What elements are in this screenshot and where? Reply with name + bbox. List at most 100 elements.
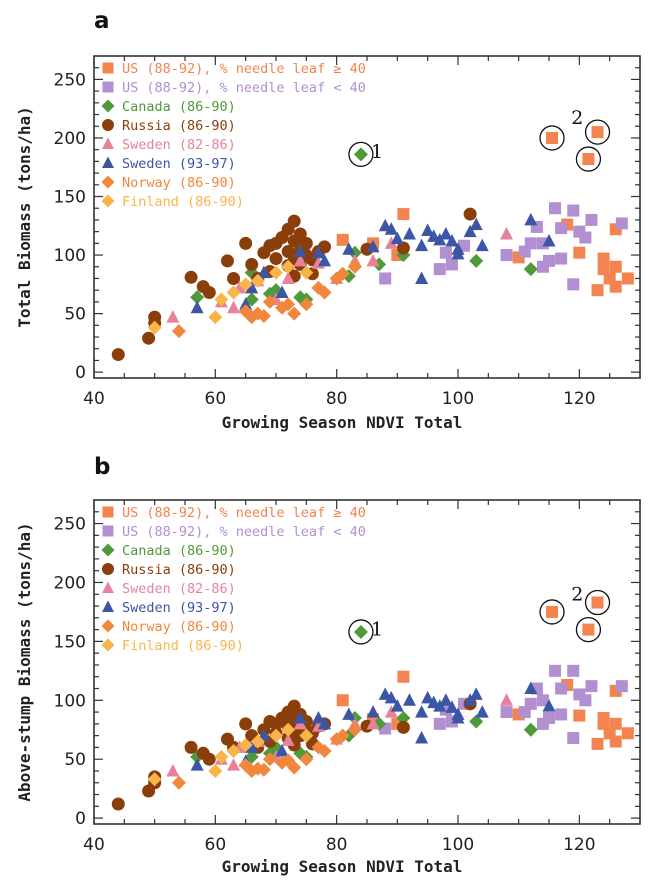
panel-a: a 40 60 80 100 120 0 50 100 150 200 250 Growing Seas… bbox=[15, 8, 641, 432]
data-point bbox=[396, 710, 411, 725]
annotation-circle bbox=[584, 119, 611, 145]
x-tick-label: 40 bbox=[83, 389, 105, 409]
data-point bbox=[239, 297, 253, 310]
data-point bbox=[546, 605, 559, 618]
x-axis-title: Growing Season NDVI Total bbox=[222, 857, 463, 876]
data-point bbox=[500, 693, 514, 706]
data-point bbox=[591, 596, 604, 609]
data-point bbox=[415, 271, 429, 284]
data-point bbox=[257, 265, 271, 279]
data-point bbox=[269, 265, 283, 280]
data-point bbox=[226, 285, 241, 300]
data-point bbox=[342, 242, 356, 255]
y-tick-label: 100 bbox=[54, 691, 86, 711]
data-point bbox=[591, 284, 604, 297]
legend-label: Norway (86-90) bbox=[122, 619, 236, 635]
data-point bbox=[549, 664, 562, 677]
data-point bbox=[317, 285, 332, 300]
data-point bbox=[220, 254, 234, 268]
legend-marker bbox=[101, 194, 115, 208]
legend-marker bbox=[101, 638, 115, 652]
data-point bbox=[147, 772, 162, 787]
data-point bbox=[202, 286, 216, 300]
data-point bbox=[567, 731, 580, 744]
data-point bbox=[397, 208, 410, 221]
data-point bbox=[318, 253, 332, 267]
data-point bbox=[536, 717, 549, 730]
data-point bbox=[433, 717, 446, 730]
data-point bbox=[281, 722, 296, 737]
data-point bbox=[518, 245, 531, 258]
data-point bbox=[597, 717, 610, 730]
data-point bbox=[111, 348, 125, 362]
series-us_lt40 bbox=[379, 202, 628, 291]
y-tick-label: 0 bbox=[75, 363, 86, 383]
legend-marker bbox=[101, 543, 115, 557]
legend-label: Finland (86-90) bbox=[122, 638, 244, 654]
legend-label: US (88-92), % needle leaf < 40 bbox=[122, 80, 366, 96]
data-point bbox=[245, 740, 259, 753]
panel-label: b bbox=[94, 454, 110, 480]
x-tick-label: 80 bbox=[326, 389, 348, 409]
data-point bbox=[239, 236, 253, 250]
legend-marker bbox=[102, 156, 114, 168]
data-point bbox=[142, 331, 156, 345]
data-point bbox=[335, 266, 350, 281]
annotation-label: 1 bbox=[371, 619, 383, 641]
x-tick-label: 40 bbox=[83, 835, 105, 855]
series-finland bbox=[147, 722, 314, 787]
data-point bbox=[609, 280, 622, 293]
data-point bbox=[597, 252, 610, 265]
data-point bbox=[621, 272, 634, 285]
data-point bbox=[190, 758, 204, 771]
data-point bbox=[166, 763, 180, 777]
data-point bbox=[311, 245, 325, 259]
data-point bbox=[347, 722, 362, 737]
data-point bbox=[591, 126, 604, 139]
data-point bbox=[299, 265, 314, 280]
y-axis-title: Total Biomass (tons/ha) bbox=[15, 106, 34, 328]
data-point bbox=[567, 204, 580, 217]
legend-label: Sweden (93-97) bbox=[122, 600, 236, 616]
legend-label: Sweden (82-86) bbox=[122, 137, 236, 153]
data-point bbox=[579, 231, 592, 244]
data-point bbox=[582, 153, 595, 166]
legend-label: US (88-92), % needle leaf ≥ 40 bbox=[122, 505, 366, 521]
data-point bbox=[463, 224, 477, 238]
data-point bbox=[469, 714, 484, 729]
data-point bbox=[214, 749, 229, 764]
data-point bbox=[293, 710, 307, 724]
data-point bbox=[287, 306, 302, 321]
data-point bbox=[445, 234, 459, 247]
data-point bbox=[293, 244, 307, 258]
data-point bbox=[335, 728, 350, 743]
data-point bbox=[567, 278, 580, 291]
legend-marker bbox=[102, 600, 114, 612]
legend-marker bbox=[102, 506, 114, 518]
y-tick-label: 50 bbox=[64, 750, 86, 770]
data-point bbox=[227, 271, 241, 285]
data-point bbox=[366, 253, 380, 267]
data-point bbox=[262, 294, 277, 309]
series-canada bbox=[190, 147, 538, 307]
data-point bbox=[171, 775, 186, 790]
data-point bbox=[245, 280, 259, 294]
data-point bbox=[500, 226, 514, 240]
data-point bbox=[239, 717, 253, 731]
data-point bbox=[615, 217, 628, 230]
data-point bbox=[582, 623, 595, 636]
data-point bbox=[585, 213, 598, 226]
legend-marker bbox=[102, 525, 114, 537]
data-point bbox=[275, 285, 289, 299]
data-point bbox=[396, 241, 410, 255]
data-point bbox=[238, 738, 253, 753]
legend-label: US (88-92), % needle leaf < 40 bbox=[122, 524, 366, 540]
data-point bbox=[439, 246, 452, 259]
data-point bbox=[227, 300, 241, 314]
annotation-label: 1 bbox=[371, 141, 383, 163]
legend-marker bbox=[102, 137, 114, 149]
data-point bbox=[555, 708, 568, 721]
data-point bbox=[147, 320, 162, 335]
y-tick-label: 250 bbox=[54, 70, 86, 90]
legend-marker bbox=[101, 99, 115, 113]
